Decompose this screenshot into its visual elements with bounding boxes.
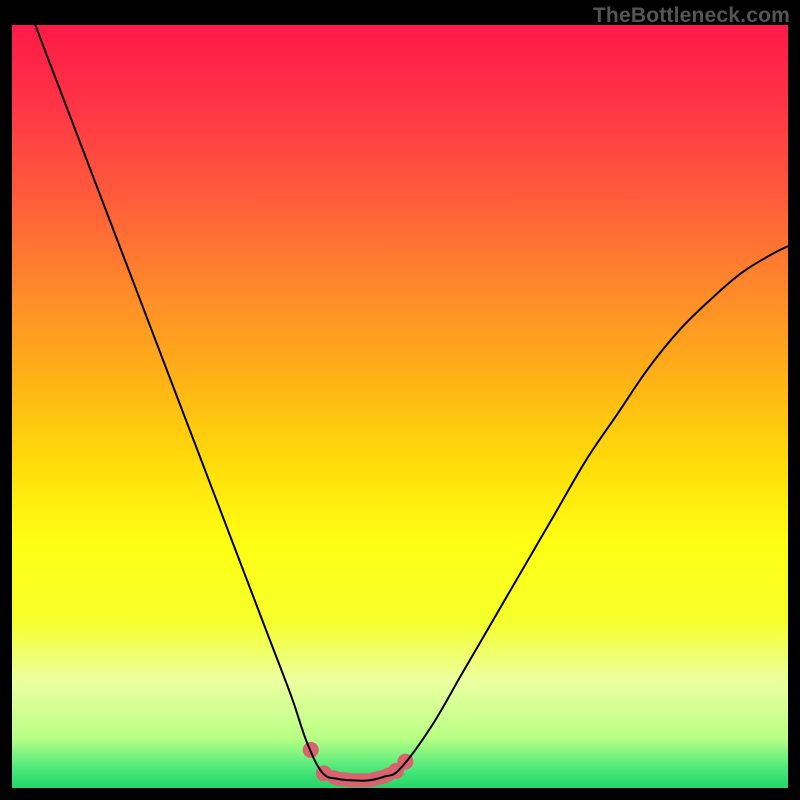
gradient-background (12, 25, 788, 788)
bottleneck-chart-svg (0, 0, 800, 800)
chart-stage: TheBottleneck.com (0, 0, 800, 800)
